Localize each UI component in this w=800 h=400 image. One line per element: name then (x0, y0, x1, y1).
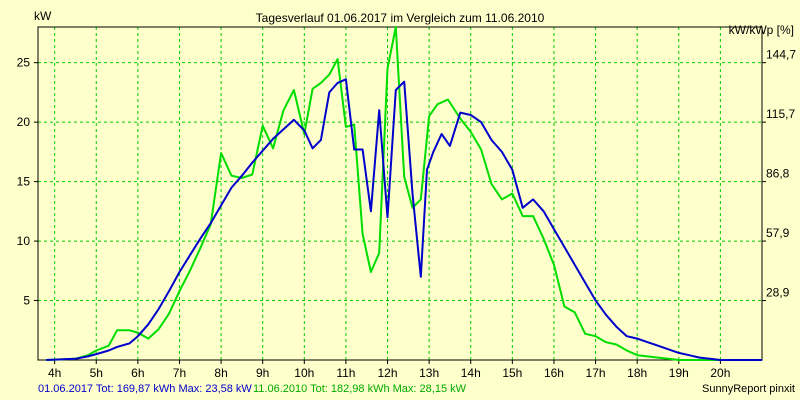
x-tick-label: 11h (336, 366, 355, 380)
x-tick-label: 13h (419, 366, 439, 380)
x-tick-label: 17h (586, 366, 606, 380)
x-tick-label: 15h (502, 366, 522, 380)
series1-summary: 01.06.2017 Tot: 169,87 kWh Max: 23,58 kW (38, 383, 252, 395)
x-tick-label: 6h (131, 366, 144, 380)
x-tick-label: 12h (378, 366, 398, 380)
y-right-tick-label: 115,7 (766, 107, 795, 121)
plot-border (37, 26, 763, 361)
series2-summary: 11.06.2010 Tot: 182,98 kWh Max: 28,15 kW (253, 383, 466, 395)
x-tick-label: 8h (214, 366, 227, 380)
x-tick-label: 18h (627, 366, 647, 380)
y-left-tick-label: 5 (23, 294, 30, 308)
series-line-11.06.2010 (46, 26, 762, 361)
x-tick-label: 7h (173, 366, 186, 380)
chart-title: Tagesverlauf 01.06.2017 im Vergleich zum… (256, 11, 545, 25)
y-right-tick-label: 86,8 (766, 167, 790, 181)
y-left-tick-label: 20 (17, 115, 31, 129)
y-left-tick-label: 10 (17, 234, 31, 248)
series-line-01.06.2017 (46, 78, 762, 361)
y-right-axis-label: kW/kWp [%] (729, 23, 794, 37)
credit-text: SunnyReport pinxit (702, 383, 795, 395)
y-right-tick-label: 28,9 (766, 286, 790, 300)
y-right-tick-label: 57,9 (766, 226, 790, 240)
x-tick-label: 5h (90, 366, 103, 380)
y-left-tick-label: 15 (17, 175, 31, 189)
y-left-tick-label: 25 (17, 56, 31, 70)
x-tick-label: 20h (710, 366, 730, 380)
x-tick-label: 16h (544, 366, 564, 380)
y-left-axis-label: kW (34, 9, 52, 23)
x-tick-label: 10h (294, 366, 314, 380)
x-tick-label: 9h (256, 366, 269, 380)
x-tick-label: 4h (48, 366, 61, 380)
x-tick-label: 19h (669, 366, 689, 380)
x-tick-label: 14h (461, 366, 481, 380)
plot-area (38, 27, 762, 360)
y-right-tick-label: 144,7 (766, 48, 796, 62)
